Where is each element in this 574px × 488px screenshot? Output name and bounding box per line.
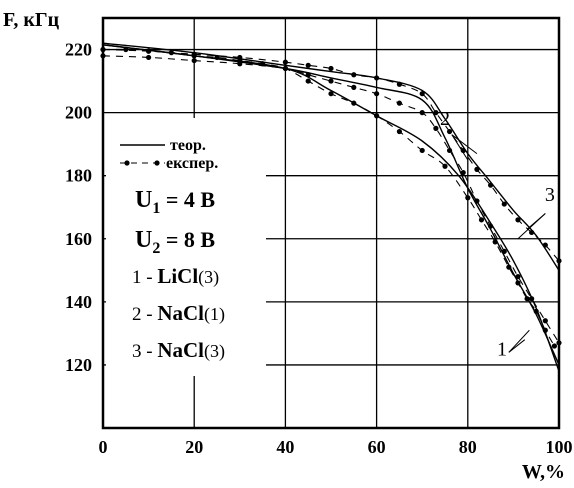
curve-label-leader: [508, 329, 530, 353]
series-3-theory: [102, 42, 560, 271]
data-point: [419, 110, 425, 116]
data-point: [351, 100, 357, 106]
data-point: [433, 125, 439, 131]
legend-experiment-label: експер.: [166, 155, 218, 172]
legend-experiment-marker: [154, 160, 160, 166]
x-axis-label: W,%: [522, 461, 565, 483]
y-tick-label: 180: [65, 166, 92, 186]
data-point: [515, 217, 521, 223]
data-point: [282, 65, 288, 72]
data-point: [237, 54, 243, 61]
legend-experiment-marker: [124, 160, 130, 166]
curve-label-leader: [517, 213, 546, 240]
x-tick-label: 20: [185, 437, 203, 457]
data-point: [328, 78, 334, 84]
legend-background: [106, 118, 266, 376]
data-point: [419, 147, 425, 154]
y-tick-label: 220: [65, 40, 92, 60]
series-line: [102, 44, 560, 366]
data-point: [478, 217, 485, 223]
data-point: [191, 51, 197, 57]
data-point: [488, 182, 494, 188]
legend-item-2: 2 - NaCl(1): [132, 301, 225, 325]
curve-label-leader: [451, 134, 469, 161]
legend-theory-label: теор.: [170, 137, 206, 154]
data-point: [501, 201, 507, 207]
data-point: [446, 128, 453, 135]
data-point: [419, 91, 425, 97]
curve-label-3: 3: [545, 184, 555, 206]
series-2-theory: [102, 44, 560, 366]
y-tick-label: 200: [65, 103, 92, 123]
y-tick-label: 120: [65, 355, 92, 375]
curve-label-leader: [451, 134, 478, 155]
data-point: [305, 72, 311, 78]
data-point: [542, 318, 548, 324]
tick-labels: 0 20 40 60 80 100 120 140 160 180 200 220: [65, 40, 573, 457]
data-point: [374, 113, 380, 119]
data-point: [191, 57, 197, 64]
x-tick-label: 0: [99, 437, 108, 457]
x-tick-label: 60: [368, 437, 386, 457]
plot-border: [101, 16, 561, 430]
legend: теор.експер. U1 = 4 В U2 = 8 В 1 - LiCl(3) 2…: [106, 118, 266, 376]
data-point: [474, 198, 480, 204]
data-point: [146, 48, 152, 54]
series-line: [102, 42, 560, 271]
plot-frame: [101, 16, 561, 430]
data-point: [551, 343, 558, 349]
data-point: [529, 296, 535, 302]
data-point: [374, 91, 380, 97]
legend-item-1: 1 - LiCl(3): [132, 264, 219, 288]
data-point: [328, 91, 334, 97]
data-point: [515, 274, 521, 280]
y-tick-label: 140: [65, 292, 92, 312]
x-tick-label: 80: [459, 437, 477, 457]
legend-item-3: 3 - NaCl(3): [132, 338, 225, 362]
data-point: [446, 147, 453, 154]
data-point: [501, 248, 507, 254]
curve-label-1: 1: [497, 338, 507, 360]
data-point: [474, 166, 480, 172]
data-point: [305, 62, 311, 68]
data-point: [465, 195, 471, 201]
data-point: [396, 81, 402, 87]
series-3-experiment: [100, 46, 562, 264]
data-point: [351, 84, 357, 90]
series-2-experiment: [100, 53, 562, 346]
x-tick-label: 100: [546, 437, 573, 457]
curve-label-leader: [508, 339, 526, 353]
legend-u2: U2 = 8 В: [135, 227, 215, 257]
y-axis-label: F, кГц: [3, 9, 60, 31]
curve-label-2: 2: [440, 108, 450, 130]
data-point: [460, 169, 466, 176]
data-point: [305, 78, 311, 84]
data-point: [460, 147, 466, 154]
data-point: [374, 75, 380, 81]
data-point: [396, 100, 402, 106]
data-point: [328, 65, 334, 72]
data-point: [433, 110, 439, 116]
data-point: [396, 128, 402, 135]
data-point: [146, 54, 152, 61]
data-point: [529, 229, 535, 236]
legend-u1: U1 = 4 В: [135, 187, 215, 217]
data-point: [237, 61, 243, 67]
data-point: [488, 223, 494, 229]
x-tick-label: 40: [276, 437, 294, 457]
series-layer: 1 2 3: [100, 42, 562, 372]
data-point: [442, 163, 448, 169]
data-point: [282, 59, 288, 65]
y-tick-label: 160: [65, 229, 92, 249]
data-point: [351, 72, 357, 78]
data-point: [542, 242, 548, 248]
